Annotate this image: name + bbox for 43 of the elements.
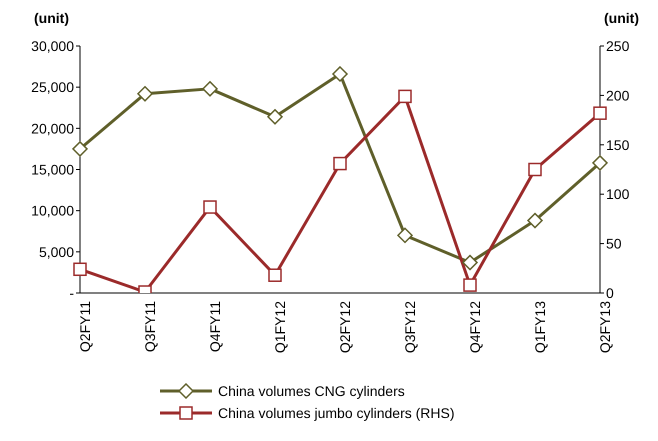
y2-tick-label: 50 [606,236,622,252]
y-axis-title: (unit) [34,10,69,26]
point [463,278,477,292]
y-tick-label: 5,000 [38,244,74,260]
y-tick-label: 25,000 [31,79,74,96]
y2-tick-label: 250 [606,38,630,54]
point [202,81,218,97]
point [397,228,413,244]
point [527,212,543,228]
y-tick-label: - [69,284,74,301]
point [398,90,412,104]
point [333,156,347,170]
point [72,141,88,157]
point [332,66,348,82]
x-tick-label: Q2FY11 [76,300,93,352]
y2-tick-label: 200 [606,87,630,104]
y2-tick-label: 0 [606,284,614,301]
point [267,109,283,125]
point [528,162,542,176]
y-tick-label: 15,000 [31,161,74,178]
x-tick-label: Q1FY13 [532,300,548,354]
point [593,106,607,120]
point [137,86,153,102]
y2-tick-label: 100 [606,186,630,202]
x-tick-label: Q4FY11 [206,300,223,352]
y2-axis-title: (unit) [604,10,639,26]
point [73,262,87,276]
x-tick-label: Q3FY12 [402,300,418,354]
point [462,254,478,270]
x-tick-label: Q2FY13 [596,300,613,354]
point [203,200,217,214]
legend-label: China volumes jumbo cylinders (RHS) [218,405,455,421]
x-tick-label: Q2FY12 [336,300,353,354]
y-tick-label: 10,000 [31,202,74,219]
legend-label: China volumes CNG cylinders [218,383,405,399]
x-tick-label: Q3FY11 [142,300,158,352]
y-tick-label: 20,000 [31,120,74,136]
point [592,155,608,171]
x-tick-label: Q1FY12 [272,300,288,354]
y-tick-label: 30,000 [31,38,74,54]
y2-tick-label: 150 [606,136,630,153]
x-tick-label: Q4FY12 [466,300,483,354]
point [268,268,282,282]
